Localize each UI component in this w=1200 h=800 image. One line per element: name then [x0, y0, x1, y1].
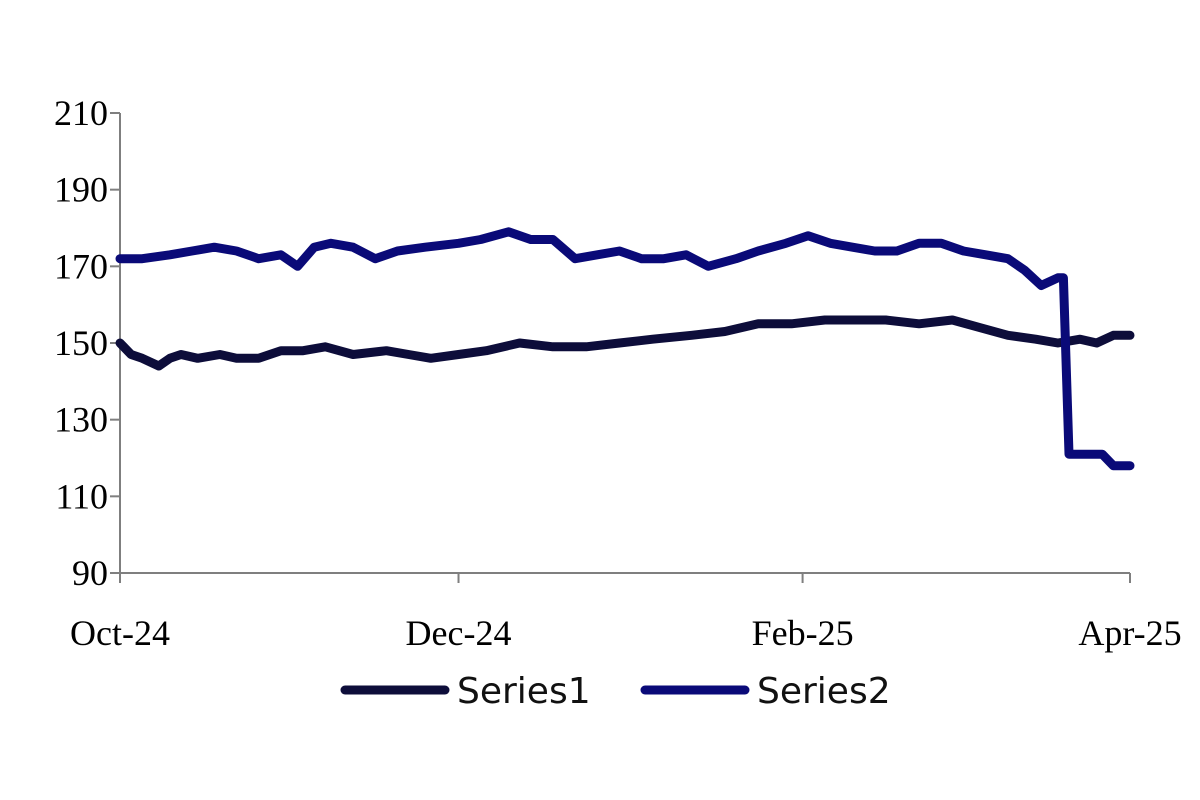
y-tick-label: 90 [72, 553, 108, 593]
y-tick-label: 130 [54, 400, 108, 440]
y-ticks: 90 110 130 150 170 190 210 [54, 93, 120, 593]
x-tick-label: Feb-25 [752, 613, 854, 653]
y-tick-label: 170 [54, 246, 108, 286]
x-tick-label: Oct-24 [70, 613, 170, 653]
x-tick-label: Apr-25 [1078, 613, 1181, 653]
series-lines [115, 227, 1135, 471]
x-ticks: Oct-24 Dec-24 Feb-25 Apr-25 [70, 573, 1182, 653]
y-tick-label: 150 [54, 323, 108, 363]
legend-label-series1: Series1 [457, 671, 591, 712]
x-tick-label: Dec-24 [406, 613, 512, 653]
y-tick-label: 110 [55, 476, 108, 516]
y-tick-label: 190 [54, 170, 108, 210]
series-line-series1 [115, 315, 1135, 371]
y-tick-label: 210 [54, 93, 108, 133]
legend: Series1 Series2 [340, 671, 891, 712]
legend-label-series2: Series2 [757, 671, 891, 712]
series-line-series2 [115, 227, 1135, 471]
